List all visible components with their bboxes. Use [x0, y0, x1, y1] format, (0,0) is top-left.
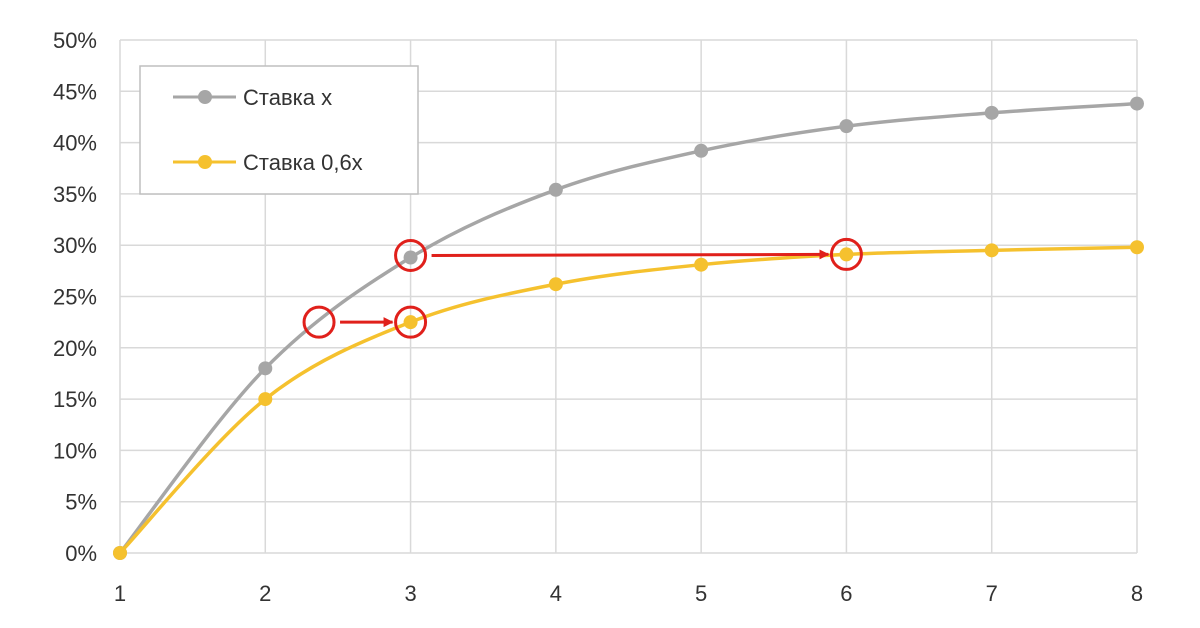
- highlight-circle: [394, 305, 428, 339]
- data-point-series-1: [1130, 96, 1144, 111]
- x-tick-label: 6: [840, 581, 852, 606]
- x-tick-label: 2: [259, 581, 271, 606]
- y-tick-label: 25%: [53, 285, 97, 310]
- y-tick-label: 30%: [53, 233, 97, 258]
- data-point-series-2: [258, 392, 273, 407]
- legend-box: [139, 65, 419, 195]
- grid-lines: [119, 39, 1138, 554]
- x-tick-label: 1: [114, 581, 126, 606]
- y-axis-ticks: 0% 5% 10% 15% 20% 25% 30% 35% 40% 45% 50%: [53, 28, 97, 566]
- highlight-circle: [394, 238, 428, 272]
- legend-swatch-marker-series-1: [198, 90, 212, 104]
- legend: Ставка x Ставка 0,6x: [139, 65, 419, 195]
- data-point-series-2: [839, 247, 854, 262]
- annotation-arrow: [431, 249, 830, 260]
- data-point-series-1: [694, 143, 709, 158]
- x-tick-label: 7: [986, 581, 998, 606]
- data-point-series-1: [258, 361, 273, 376]
- series-lines: [113, 96, 1144, 560]
- data-point-series-1: [403, 250, 418, 265]
- y-tick-label: 40%: [53, 131, 97, 156]
- annotations: [302, 237, 863, 339]
- data-point-series-1: [548, 182, 563, 197]
- y-tick-label: 45%: [53, 79, 97, 104]
- data-point-series-1: [984, 105, 999, 120]
- y-tick-label: 5%: [65, 490, 97, 515]
- series-line-2: [118, 245, 1138, 555]
- x-tick-label: 3: [404, 581, 416, 606]
- highlight-circle: [302, 305, 336, 339]
- y-tick-label: 20%: [53, 336, 97, 361]
- data-point-series-2: [694, 257, 709, 272]
- x-tick-label: 5: [695, 581, 707, 606]
- data-point-series-2: [403, 315, 418, 330]
- data-point-series-2: [984, 243, 999, 258]
- x-axis-ticks: 1 2 3 4 5 6 7 8: [114, 581, 1143, 606]
- data-point-series-1: [839, 119, 854, 134]
- x-tick-label: 4: [550, 581, 562, 606]
- y-tick-label: 0%: [65, 541, 97, 566]
- highlight-circle: [829, 237, 863, 271]
- y-tick-label: 10%: [53, 438, 97, 463]
- data-point-series-2: [1130, 240, 1144, 255]
- legend-label-series-1: Ставка x: [243, 85, 332, 110]
- y-tick-label: 35%: [53, 182, 97, 207]
- legend-label-series-2: Ставка 0,6x: [243, 150, 363, 175]
- data-point-series-2: [113, 546, 127, 560]
- data-point-series-2: [548, 277, 563, 292]
- x-tick-label: 8: [1131, 581, 1143, 606]
- y-tick-label: 50%: [53, 28, 97, 53]
- legend-swatch-marker-series-2: [198, 155, 212, 169]
- y-tick-label: 15%: [53, 387, 97, 412]
